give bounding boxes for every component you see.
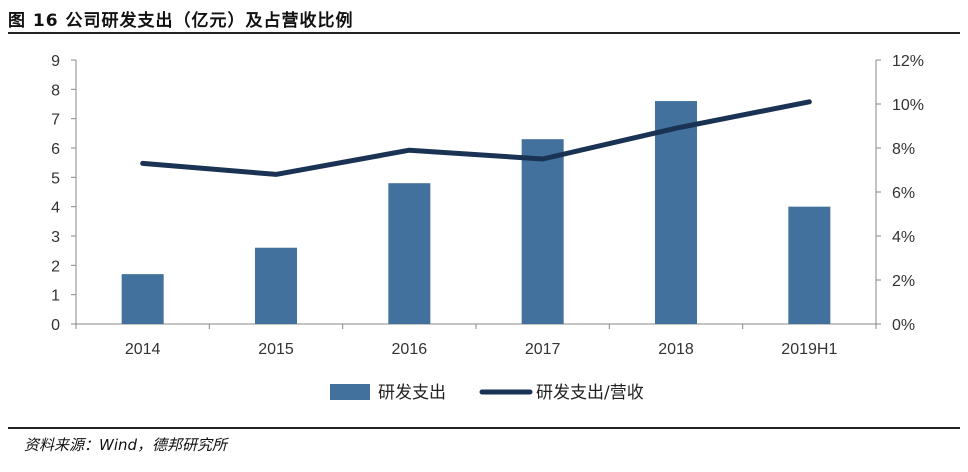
y-left-tick-label: 9 [51,53,60,70]
top-divider [8,32,960,34]
bar-series [121,101,831,324]
y-right-tick-label: 6% [892,185,915,202]
axes [71,59,881,329]
source-note: 资料来源：Wind，德邦研究所 [24,436,228,454]
y-right-tick-label: 2% [892,273,915,290]
y-right-tick-label: 8% [892,141,915,158]
y-left-tick-label: 6 [51,141,60,158]
chart-title: 图 16 公司研发支出（亿元）及占营收比例 [8,11,354,31]
y-left-tick-label: 3 [51,229,60,246]
bar [388,183,431,324]
y-left-tick-label: 8 [51,82,60,99]
x-tick-label: 2019H1 [781,341,837,358]
y-left-tick-label: 1 [51,288,60,305]
x-tick-label: 2016 [392,341,428,358]
tick-labels: 0 1 2 3 4 5 6 7 8 9 0% 2% 4% 6% 8% 10% 12% 2014 2015 2016 20… [51,53,924,358]
x-tick-label: 2015 [258,341,294,358]
legend-label-line: 研发支出/营收 [536,383,644,403]
y-right-tick-label: 0% [892,317,915,334]
line-point [541,157,545,161]
x-tick-label: 2017 [525,341,561,358]
legend-swatch-bar [330,384,370,400]
y-left-tick-label: 2 [51,258,60,275]
y-left-tick-label: 5 [51,170,60,187]
y-left-tick-label: 4 [51,200,60,217]
y-left-tick-label: 7 [51,112,60,129]
y-right-tick-label: 12% [892,53,924,70]
bar [121,274,164,324]
series-line [140,99,812,177]
x-tick-label: 2018 [658,341,694,358]
legend-label-bar: 研发支出 [378,383,446,403]
x-tick-label: 2014 [125,341,161,358]
line-series [140,99,812,177]
bar [521,139,564,324]
line-point [407,148,411,152]
bar [788,206,831,324]
chart-area: 0 1 2 3 4 5 6 7 8 9 0% 2% 4% 6% 8% 10% 12% 2014 2015 2016 20… [51,53,924,403]
bottom-divider [8,427,960,429]
line-point [141,161,145,165]
line-point [274,172,278,176]
bar [255,247,297,324]
line-point [674,126,678,130]
y-left-tick-label: 0 [51,317,60,334]
bar [655,101,697,324]
line-point [807,100,811,104]
legend: 研发支出 研发支出/营收 [330,383,644,403]
y-right-tick-label: 10% [892,97,924,114]
y-right-tick-label: 4% [892,229,915,246]
